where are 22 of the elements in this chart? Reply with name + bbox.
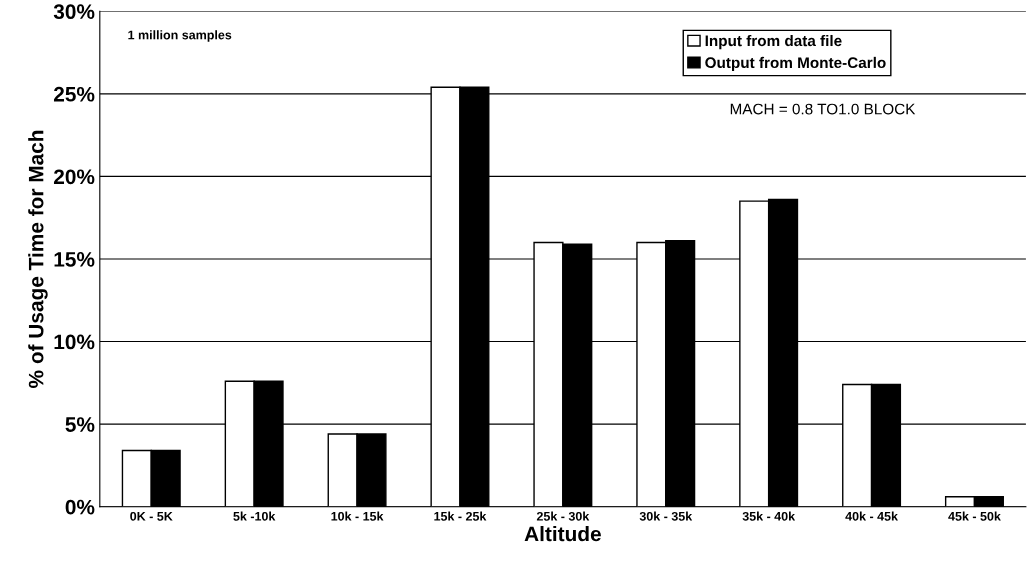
x-tick-label: 45k - 50k	[948, 511, 1001, 521]
legend-label: Output from Monte-Carlo	[705, 56, 886, 72]
y-tick-label: 10%	[54, 334, 95, 350]
y-tick-label: 30%	[53, 4, 95, 20]
y-tick-label: 20%	[53, 169, 95, 185]
x-tick-label: 0K - 5K	[130, 511, 173, 521]
annotation: MACH = 0.8 TO1.0 BLOCK	[730, 103, 916, 115]
y-tick-label: 15%	[54, 252, 95, 267]
legend-label: Input from data file	[705, 34, 842, 50]
annotation: 1 million samples	[128, 30, 232, 42]
x-tick-label: 30k - 35k	[639, 511, 693, 521]
x-tick-label: 35k - 40k	[742, 511, 796, 521]
x-tick-label: 10k - 15k	[331, 511, 384, 521]
y-tick-label: 25%	[53, 86, 95, 102]
x-tick-label: 15k - 25k	[434, 511, 487, 521]
x-tick-label: 25k - 30k	[536, 511, 590, 521]
y-tick-label: 5%	[65, 417, 95, 432]
y-axis-title: % of Usage Time for Mach	[28, 130, 48, 388]
x-tick-label: 5k -10k	[233, 511, 276, 521]
y-tick-label: 0%	[65, 499, 95, 515]
x-axis-title: Altitude	[524, 525, 601, 542]
x-tick-label: 40k - 45k	[845, 511, 898, 521]
